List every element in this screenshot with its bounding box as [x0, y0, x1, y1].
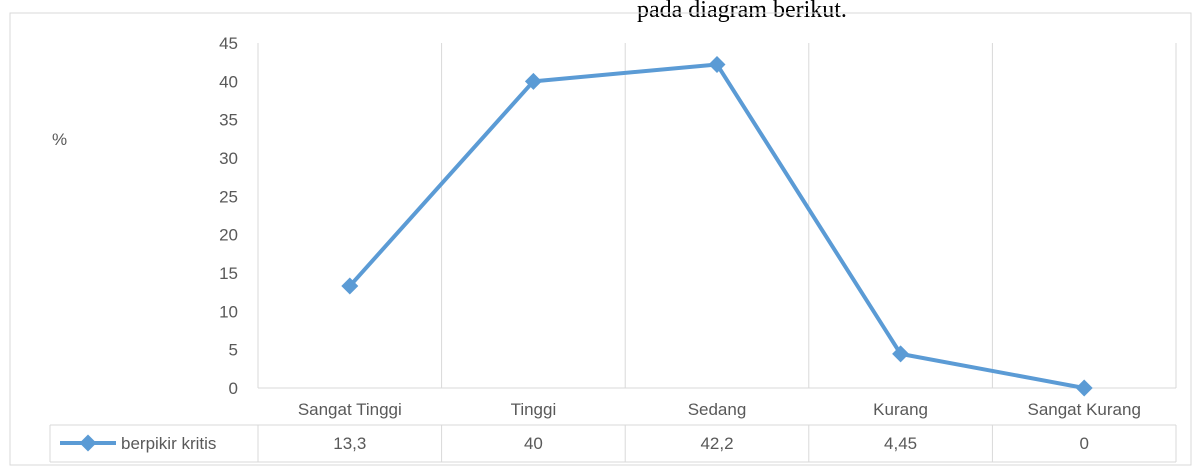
y-axis-ticks: 0 5 10 15 20 25 30 35 40 45: [219, 34, 238, 398]
y-tick-label: 35: [219, 111, 238, 130]
y-tick-label: 15: [219, 264, 238, 283]
x-category-label: Sedang: [688, 400, 747, 419]
table-value-cell: 42,2: [700, 434, 733, 453]
series-layer: [341, 55, 1093, 397]
table-value-cell: 13,3: [333, 434, 366, 453]
data-point-marker: [524, 72, 542, 90]
table-value-cell: 40: [524, 434, 543, 453]
x-category-label: Tinggi: [511, 400, 557, 419]
data-point-marker: [341, 277, 359, 295]
legend-marker-key: [79, 434, 97, 452]
table-value-cell: 0: [1079, 434, 1088, 453]
data-point-marker: [708, 55, 726, 73]
y-tick-label: 25: [219, 187, 238, 206]
y-tick-label: 45: [219, 34, 238, 53]
caption-text: pada diagram berikut.: [637, 0, 847, 23]
data-point-marker: [892, 345, 910, 363]
y-tick-label: 10: [219, 302, 238, 321]
y-tick-label: 0: [229, 379, 238, 398]
x-category-label: Sangat Tinggi: [298, 400, 402, 419]
grid-layer: [257, 43, 1177, 388]
y-axis-label: %: [52, 130, 67, 149]
x-axis-categories: Sangat Tinggi Tinggi Sedang Kurang Sangat Ku…: [298, 400, 1141, 419]
y-tick-label: 40: [219, 72, 238, 91]
table-value-cell: 4,45: [884, 434, 917, 453]
series-line-berpikir-kritis: [348, 62, 1085, 390]
y-tick-label: 30: [219, 149, 238, 168]
chart-frame: [9, 12, 1192, 466]
x-category-label: Kurang: [873, 400, 928, 419]
legend-series-name: berpikir kritis: [121, 434, 216, 453]
x-category-label: Sangat Kurang: [1027, 400, 1140, 419]
data-point-marker: [1075, 379, 1093, 397]
y-tick-label: 5: [229, 341, 238, 360]
y-tick-label: 20: [219, 226, 238, 245]
data-table: berpikir kritis 13,3 40 42,2 4,45 0: [49, 387, 1177, 463]
